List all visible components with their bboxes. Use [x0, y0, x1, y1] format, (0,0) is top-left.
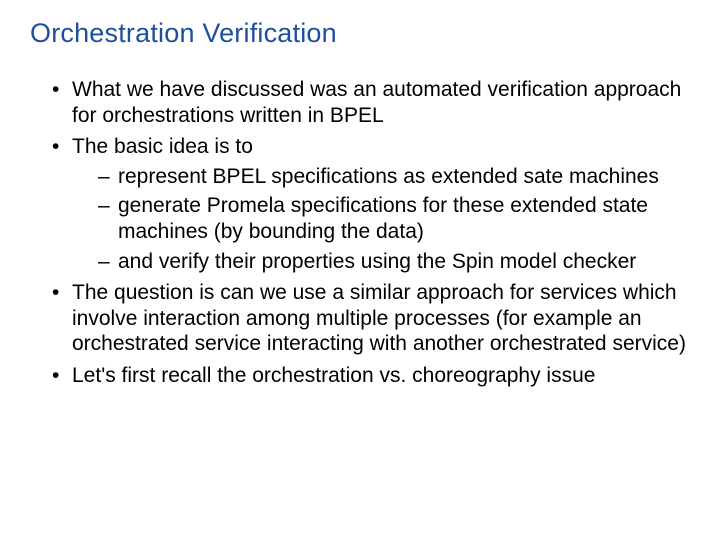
slide: Orchestration Verification What we have … [0, 0, 720, 540]
bullet-text: The question is can we use a similar app… [72, 281, 686, 355]
bullet-item: The basic idea is to represent BPEL spec… [52, 134, 690, 274]
sub-bullet-text: generate Promela specifications for thes… [118, 194, 648, 243]
slide-title: Orchestration Verification [30, 18, 690, 49]
bullet-item: What we have discussed was an automated … [52, 77, 690, 128]
bullet-list: What we have discussed was an automated … [30, 77, 690, 389]
bullet-text: What we have discussed was an automated … [72, 78, 681, 127]
bullet-item: The question is can we use a similar app… [52, 280, 690, 357]
sub-bullet-item: and verify their properties using the Sp… [98, 249, 690, 275]
sub-bullet-text: represent BPEL specifications as extende… [118, 165, 659, 188]
bullet-text: The basic idea is to [72, 135, 253, 158]
bullet-text: Let's first recall the orchestration vs.… [72, 364, 595, 387]
sub-bullet-item: generate Promela specifications for thes… [98, 193, 690, 244]
sub-bullet-list: represent BPEL specifications as extende… [72, 164, 690, 274]
sub-bullet-text: and verify their properties using the Sp… [118, 250, 636, 273]
sub-bullet-item: represent BPEL specifications as extende… [98, 164, 690, 190]
bullet-item: Let's first recall the orchestration vs.… [52, 363, 690, 389]
